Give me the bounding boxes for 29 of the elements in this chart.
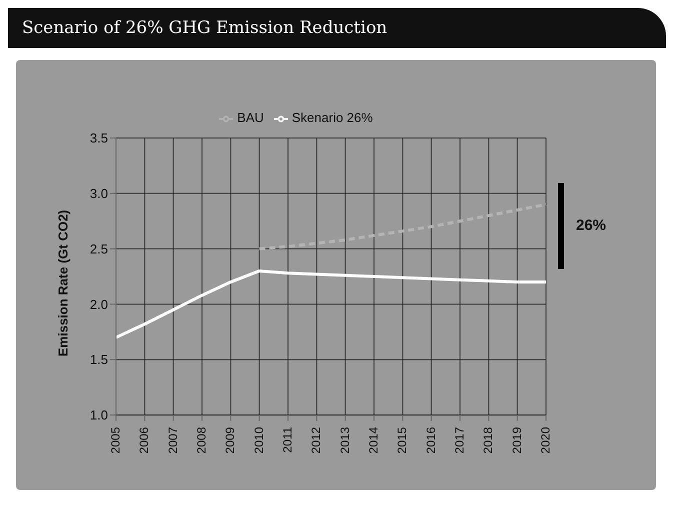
legend-label: BAU bbox=[237, 110, 264, 125]
x-tick-label: 2006 bbox=[137, 426, 152, 454]
x-tick-label: 2007 bbox=[166, 426, 180, 454]
y-tick-label: 2.0 bbox=[90, 296, 108, 312]
y-tick-label: 3.5 bbox=[90, 130, 108, 146]
y-tick-label: 1.0 bbox=[90, 408, 108, 423]
x-tick-label: 2008 bbox=[194, 426, 209, 454]
x-tick-label: 2016 bbox=[424, 426, 438, 454]
x-tick-label: 2020 bbox=[538, 426, 553, 454]
y-tick-label: 2.5 bbox=[90, 241, 108, 256]
x-tick-label: 2011 bbox=[280, 426, 295, 453]
x-tick-label: 2014 bbox=[366, 426, 381, 454]
line-series bbox=[114, 269, 548, 339]
x-tick-label: 2012 bbox=[309, 426, 324, 454]
x-tick-label: 2010 bbox=[252, 426, 266, 454]
x-tick-label: 2015 bbox=[395, 426, 410, 454]
x-tick-label: 2019 bbox=[510, 426, 524, 454]
x-tick-label: 2009 bbox=[223, 426, 238, 454]
x-tick-label: 2013 bbox=[338, 426, 352, 454]
x-tick-label: 2018 bbox=[481, 426, 496, 454]
y-tick-label: 3.0 bbox=[90, 186, 108, 202]
x-tick-label: 2005 bbox=[108, 426, 123, 454]
legend-label: Skenario 26% bbox=[292, 110, 373, 125]
y-tick-label: 1.5 bbox=[90, 352, 108, 368]
x-tick-label: 2017 bbox=[452, 426, 467, 454]
text: 26% bbox=[576, 216, 606, 234]
y-axis-title: Emission Rate (Gt CO2) bbox=[56, 210, 71, 356]
line-series bbox=[258, 202, 548, 250]
chart-title: Scenario of 26% GHG Emission Reduction bbox=[8, 8, 666, 48]
